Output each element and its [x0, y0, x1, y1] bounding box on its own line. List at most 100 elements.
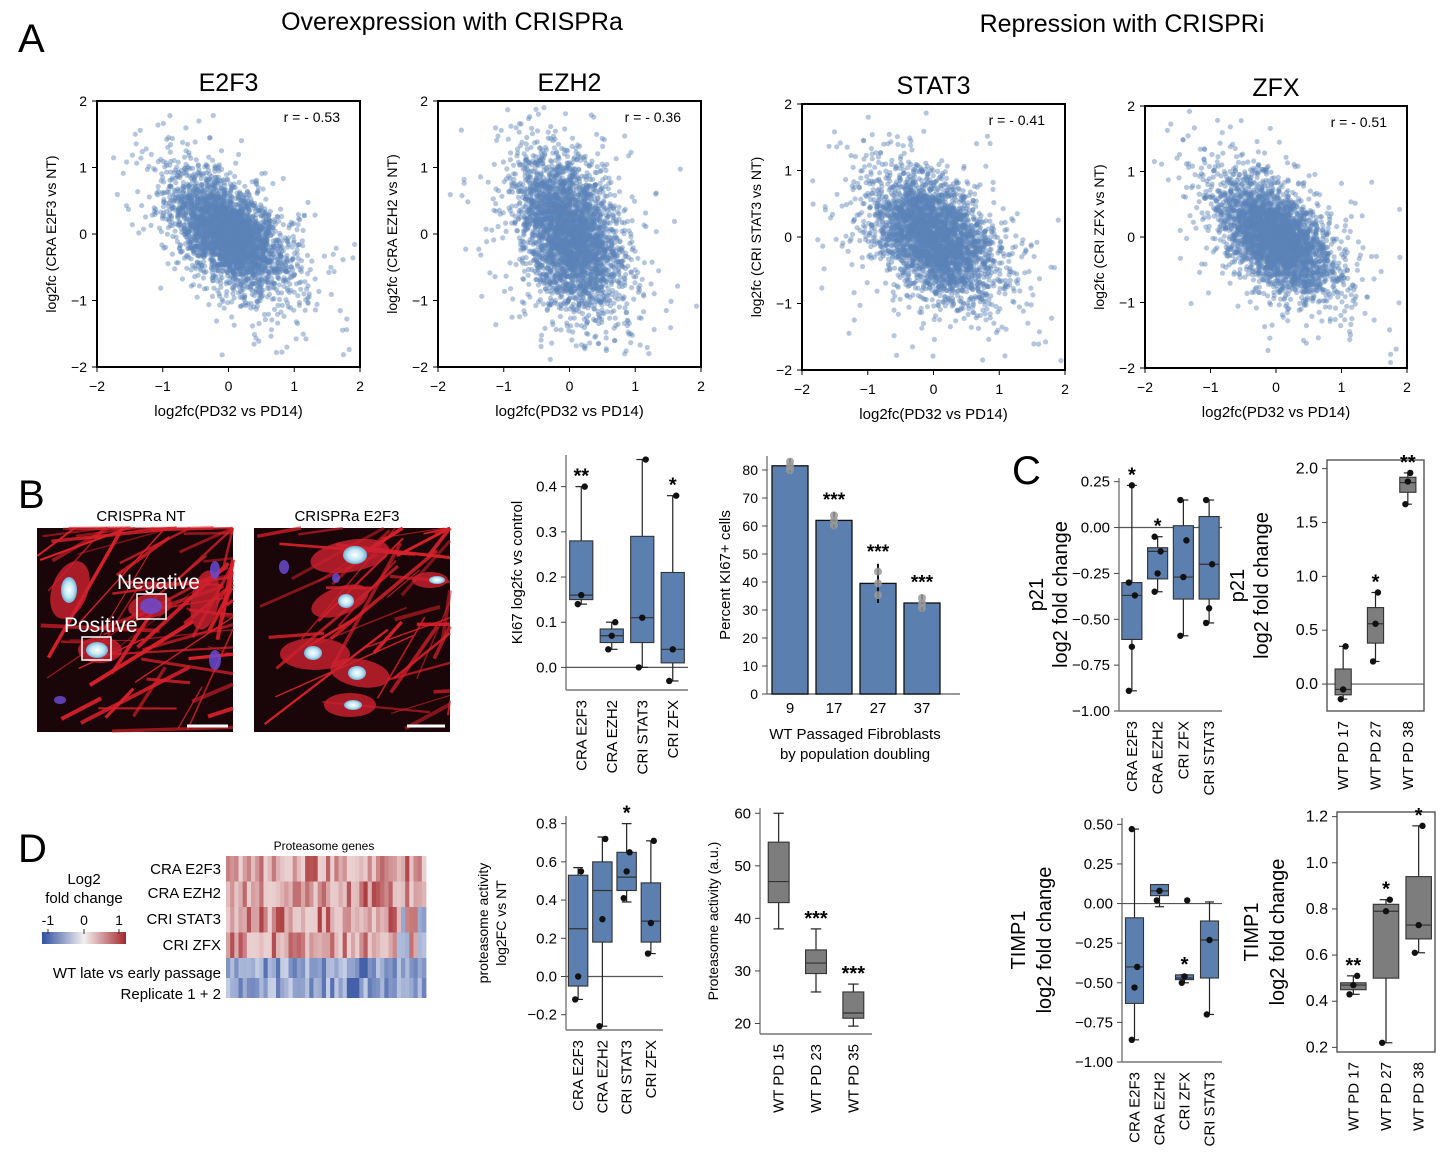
scatter-point [305, 300, 311, 306]
scatter-point [135, 189, 141, 195]
scatter-point [125, 206, 132, 212]
scatter-point [192, 139, 198, 145]
scatter-point [269, 264, 275, 270]
scatter-point [278, 206, 284, 212]
scatter-point [167, 113, 173, 119]
scatter-point [165, 144, 171, 150]
scatter-point [267, 218, 273, 224]
scatter-point [328, 291, 334, 297]
scatter-point [218, 148, 225, 154]
scatter-point [143, 214, 149, 220]
scatter-point [255, 257, 262, 263]
scatter-point [201, 239, 207, 245]
scatter-point [248, 286, 254, 292]
scatter-point [215, 194, 222, 200]
scatter-point [143, 146, 149, 152]
scatter-point [206, 245, 212, 252]
scatter-point [111, 155, 117, 161]
scatter-point [538, 343, 544, 350]
scatter-point [169, 213, 175, 219]
scatter-point [239, 254, 245, 260]
scatter-point [566, 328, 572, 334]
scatter-point [175, 260, 181, 266]
scatter-point [268, 333, 274, 339]
scatter-point [261, 264, 267, 270]
scatter-point [242, 270, 248, 276]
scatter-point [173, 180, 179, 186]
scatter-point [233, 248, 239, 254]
scatter-point [158, 285, 164, 291]
scatter-point [264, 258, 270, 264]
scatter-point [498, 127, 504, 133]
scatter-point [196, 248, 202, 254]
scatter-point [276, 266, 282, 272]
scatter-point [233, 221, 239, 227]
scatter-point [300, 227, 306, 233]
panel-letter-c: C [1012, 449, 1041, 493]
scatter-point [244, 219, 250, 225]
scatter-point [204, 186, 210, 192]
scatter-point [209, 192, 215, 198]
scatter-point [255, 189, 261, 195]
scatter-point [326, 269, 332, 275]
scatter-point [303, 336, 309, 342]
scatter-point [616, 304, 623, 310]
scatter-point [144, 166, 150, 172]
scatter-point [227, 216, 234, 222]
scatter-point [603, 347, 610, 354]
x-tick-label: 0 [225, 378, 233, 394]
scatter-point [190, 282, 196, 288]
scatter-point [527, 114, 533, 120]
scatter-point [266, 212, 272, 218]
scatter-point [232, 271, 238, 277]
scatter-point [183, 167, 189, 173]
scatter-point [159, 171, 165, 177]
scatter-point [276, 296, 283, 302]
scatter-point [535, 128, 541, 134]
scatter-point [193, 157, 199, 163]
scatter-point [321, 253, 327, 259]
scatter-point [549, 319, 556, 325]
scatter-point [217, 302, 223, 308]
scatter-point [301, 212, 307, 219]
scatter-point [483, 226, 489, 232]
panel-letter-d: D [18, 827, 47, 871]
scatter-point [291, 273, 297, 279]
scatter-point [237, 303, 243, 309]
scatter-point [302, 307, 308, 313]
scatter-point [201, 209, 207, 215]
scatter-point [581, 344, 587, 350]
scatter-point [229, 216, 236, 222]
scatter-point [275, 260, 281, 266]
scatter-point [638, 315, 644, 321]
scatter-point [240, 272, 246, 278]
scatter-point [195, 188, 201, 194]
scatter-point [234, 282, 240, 288]
scatter-point [675, 283, 681, 289]
scatter-points [111, 112, 358, 358]
scatter-point [183, 125, 189, 131]
scatter-point [205, 178, 211, 185]
scatter-point [217, 213, 223, 219]
scatter-point [183, 184, 189, 190]
scatter-point [204, 223, 211, 230]
scatter-point [232, 226, 238, 232]
scatter-point [221, 238, 227, 244]
scatter-point [616, 175, 622, 181]
scatter-point [245, 189, 251, 195]
scatter-point [217, 256, 223, 262]
scatter-point [218, 284, 224, 290]
scatter-point [603, 335, 609, 341]
scatter-point [668, 298, 674, 304]
scatter-point [257, 261, 264, 267]
scatter-point [604, 193, 610, 199]
scatter-point [656, 268, 662, 274]
scatter-point [513, 261, 519, 268]
scatter-point [201, 270, 208, 276]
scatter-point [172, 266, 178, 272]
scatter-point [242, 183, 248, 189]
scatter-point [232, 173, 238, 179]
scatter-point [199, 252, 205, 258]
scatter-point [592, 334, 598, 340]
scatter-point [195, 162, 201, 168]
